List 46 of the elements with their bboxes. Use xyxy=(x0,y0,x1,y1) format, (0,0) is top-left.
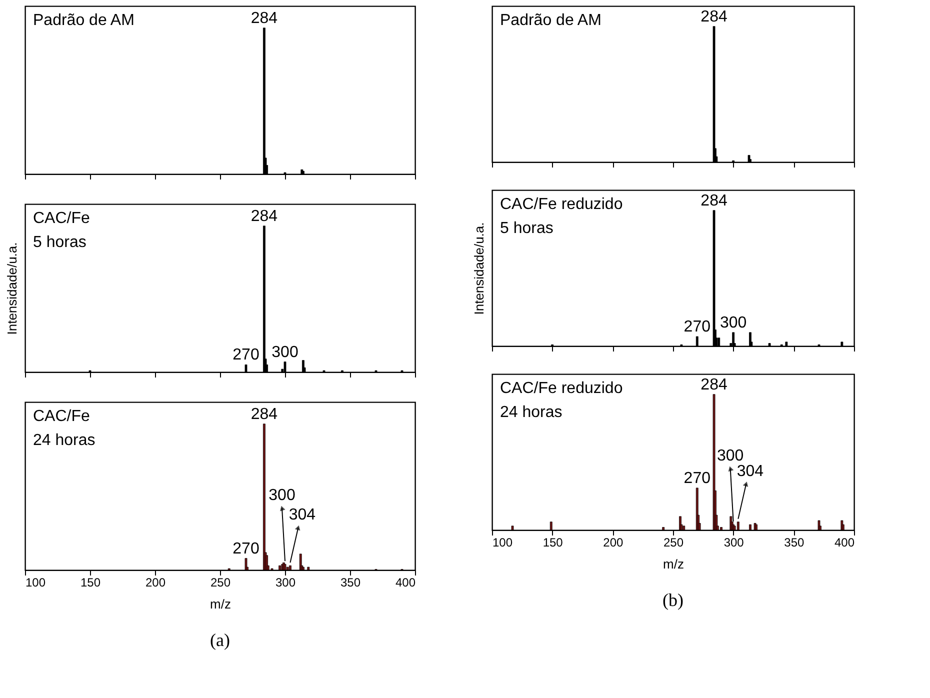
x-tick-label: 250 xyxy=(663,536,684,550)
annotation: 284 xyxy=(250,406,278,423)
x-tick-label: 100 xyxy=(492,536,513,550)
text: (b) xyxy=(662,590,684,610)
x-tick-label: 200 xyxy=(603,536,624,550)
annotation: 304 xyxy=(288,506,316,524)
text: 5 horas xyxy=(33,234,86,251)
x-tick-label: 300 xyxy=(275,576,296,590)
chart-title: CAC/Fe reduzido xyxy=(500,380,623,397)
annotation: 284 xyxy=(700,376,728,394)
annotation: 300 xyxy=(272,344,298,361)
annotation: 270 xyxy=(684,318,711,336)
x-tick-label: 100 xyxy=(26,576,46,590)
annotation: 284 xyxy=(700,8,728,26)
text: 24 horas xyxy=(33,432,96,449)
chart-title: CAC/Fe xyxy=(33,408,90,425)
annotation: 284 xyxy=(250,208,278,225)
chart-title: Padrão de AM xyxy=(500,12,602,29)
x-tick-label: 200 xyxy=(145,576,166,590)
x-tick-label: 400 xyxy=(395,576,416,590)
text: 24 horas xyxy=(500,404,562,421)
annotation: 270 xyxy=(232,540,260,558)
annotation: 300 xyxy=(268,487,296,504)
chart-title: CAC/Fe reduzido xyxy=(500,196,623,213)
x-tick-label: 350 xyxy=(784,536,804,550)
annotation: 284 xyxy=(700,192,728,210)
x-tick-label: 150 xyxy=(80,576,101,590)
x-tick-label: 250 xyxy=(210,576,231,590)
text: 5 horas xyxy=(500,220,554,237)
x-tick-label: 400 xyxy=(834,536,855,550)
text: (a) xyxy=(210,630,230,650)
x-tick-label: 300 xyxy=(724,536,744,550)
annotation: 300 xyxy=(720,314,747,332)
annotation: 270 xyxy=(232,346,260,364)
chart-title: Padrão de AM xyxy=(33,12,134,29)
y-axis-title: Intensidade/u.a. xyxy=(4,242,20,335)
annotation: 270 xyxy=(684,470,711,487)
annotation: 300 xyxy=(716,448,744,465)
y-axis-title: Intensidade/u.a. xyxy=(472,222,486,315)
annotation: 304 xyxy=(736,462,764,480)
x-axis-title: m/z xyxy=(663,556,684,572)
chart-title: CAC/Fe xyxy=(33,210,90,227)
annotation: 284 xyxy=(250,10,278,27)
x-tick-label: 350 xyxy=(340,576,361,590)
x-axis-title: m/z xyxy=(210,596,231,612)
x-tick-label: 150 xyxy=(542,536,564,550)
